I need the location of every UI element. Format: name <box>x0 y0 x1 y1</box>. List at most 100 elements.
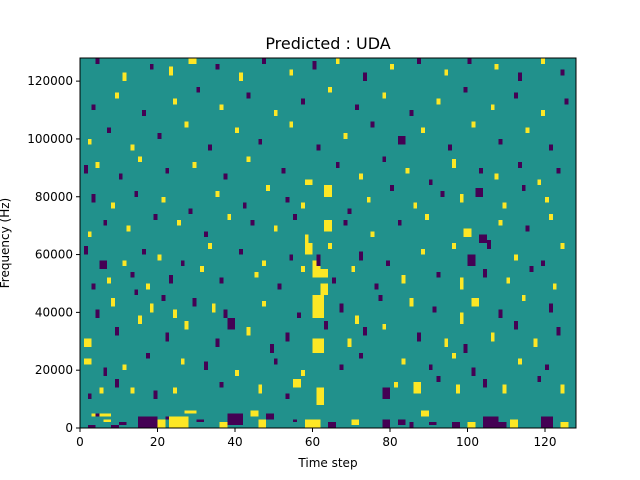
heatmap-cell <box>428 364 433 371</box>
heatmap-cell <box>397 219 402 226</box>
heatmap-cell <box>169 274 174 284</box>
heatmap-cell <box>250 410 259 417</box>
heatmap-cell <box>347 208 352 215</box>
heatmap-cell <box>153 390 158 400</box>
heatmap-cell <box>316 144 321 151</box>
heatmap-cell <box>192 297 197 307</box>
heatmap-cell <box>95 58 100 64</box>
heatmap-cell <box>107 277 112 284</box>
heatmap-cell <box>409 110 414 116</box>
heatmap-cell <box>122 72 127 82</box>
heatmap-cell <box>339 303 344 313</box>
heatmap-cell <box>494 63 499 70</box>
heatmap-cell <box>448 144 453 151</box>
heatmap-cell <box>483 378 487 388</box>
heatmap-cell <box>165 416 173 420</box>
heatmap-cell <box>200 266 205 272</box>
heatmap-cell <box>192 162 197 168</box>
heatmap-cell <box>103 367 108 376</box>
heatmap-cell <box>560 69 565 76</box>
heatmap-cell <box>130 387 135 394</box>
heatmap-cell <box>107 127 112 134</box>
heatmap-cell <box>541 58 546 64</box>
heatmap-cell <box>285 393 290 400</box>
heatmap-cell <box>142 110 146 116</box>
chart-title: Predicted : UDA <box>265 34 390 53</box>
heatmap-cell <box>564 98 569 105</box>
heatmap-cell <box>111 297 115 307</box>
heatmap-cell <box>246 92 251 99</box>
x-axis: 0 20 40 60 80 100 120 <box>76 428 556 449</box>
heatmap-cell <box>444 69 449 76</box>
x-tick-label: 80 <box>382 435 397 449</box>
heatmap-cell <box>455 384 460 394</box>
heatmap-cell <box>452 243 456 249</box>
heatmap-cell <box>91 413 96 417</box>
heatmap-cell <box>95 162 100 168</box>
heatmap-cell <box>312 338 325 353</box>
heatmap-cell <box>316 387 325 405</box>
heatmap-cell <box>359 173 363 180</box>
heatmap-cell <box>83 164 88 174</box>
heatmap-cell <box>382 92 387 99</box>
heatmap-cell <box>235 127 239 134</box>
heatmap-cell <box>328 86 332 93</box>
heatmap-cell <box>343 133 348 139</box>
heatmap-cell <box>339 364 344 371</box>
heatmap-cell <box>300 202 305 209</box>
heatmap-cell <box>397 419 406 426</box>
heatmap-cell <box>498 219 503 226</box>
x-tick-label: 120 <box>534 435 557 449</box>
heatmap-cell <box>312 260 321 278</box>
heatmap-cell <box>502 384 507 394</box>
heatmap-cell <box>421 127 425 134</box>
heatmap-cell <box>397 136 406 145</box>
heatmap-cell <box>355 104 360 111</box>
heatmap-cell <box>95 413 104 417</box>
heatmap-cell <box>188 58 197 64</box>
heatmap-cell <box>514 321 518 330</box>
heatmap-cell <box>304 234 309 243</box>
heatmap-cell <box>219 422 228 428</box>
heatmap-cell <box>130 144 135 151</box>
heatmap-cell <box>157 419 166 428</box>
heatmap-cell <box>324 185 332 197</box>
heatmap-cell <box>417 58 422 64</box>
x-axis-label: Time step <box>297 456 357 470</box>
x-tick-label: 40 <box>227 435 242 449</box>
heatmap-cell <box>467 254 476 267</box>
heatmap-cell <box>502 202 507 209</box>
heatmap-cell <box>521 295 526 301</box>
heatmap-cell <box>122 260 127 267</box>
heatmap-cell <box>459 312 464 324</box>
heatmap-cell <box>533 338 538 348</box>
heatmap-cell <box>145 352 150 359</box>
heatmap-cell <box>347 338 352 348</box>
heatmap-cell <box>285 196 290 203</box>
heatmap-cell <box>149 63 154 70</box>
heatmap-cell <box>490 104 495 111</box>
heatmap-cell <box>560 422 569 428</box>
heatmap-cell <box>304 179 313 186</box>
heatmap-cell <box>103 419 111 423</box>
heatmap-cell <box>514 254 518 261</box>
heatmap-cell <box>258 384 263 394</box>
heatmap-cell <box>258 419 266 428</box>
heatmap-cell <box>440 190 445 197</box>
heatmap-cell <box>254 271 259 278</box>
heatmap-cell <box>266 413 274 420</box>
heatmap-cell <box>417 332 422 342</box>
heatmap-cell <box>215 338 220 348</box>
heatmap-cell <box>196 419 204 423</box>
heatmap-cell <box>370 231 375 238</box>
heatmap-cell <box>393 381 398 388</box>
heatmap-cell <box>537 179 542 186</box>
heatmap-cell <box>382 387 390 400</box>
heatmap-cell <box>223 173 228 180</box>
heatmap-cell <box>293 419 298 423</box>
y-tick-label: 0 <box>65 421 73 435</box>
heatmap-cell <box>335 162 340 168</box>
heatmap-cell <box>285 332 290 342</box>
y-axis: 0 20000 40000 60000 80000 100000 120000 <box>27 74 80 435</box>
heatmap-cell <box>517 358 522 365</box>
